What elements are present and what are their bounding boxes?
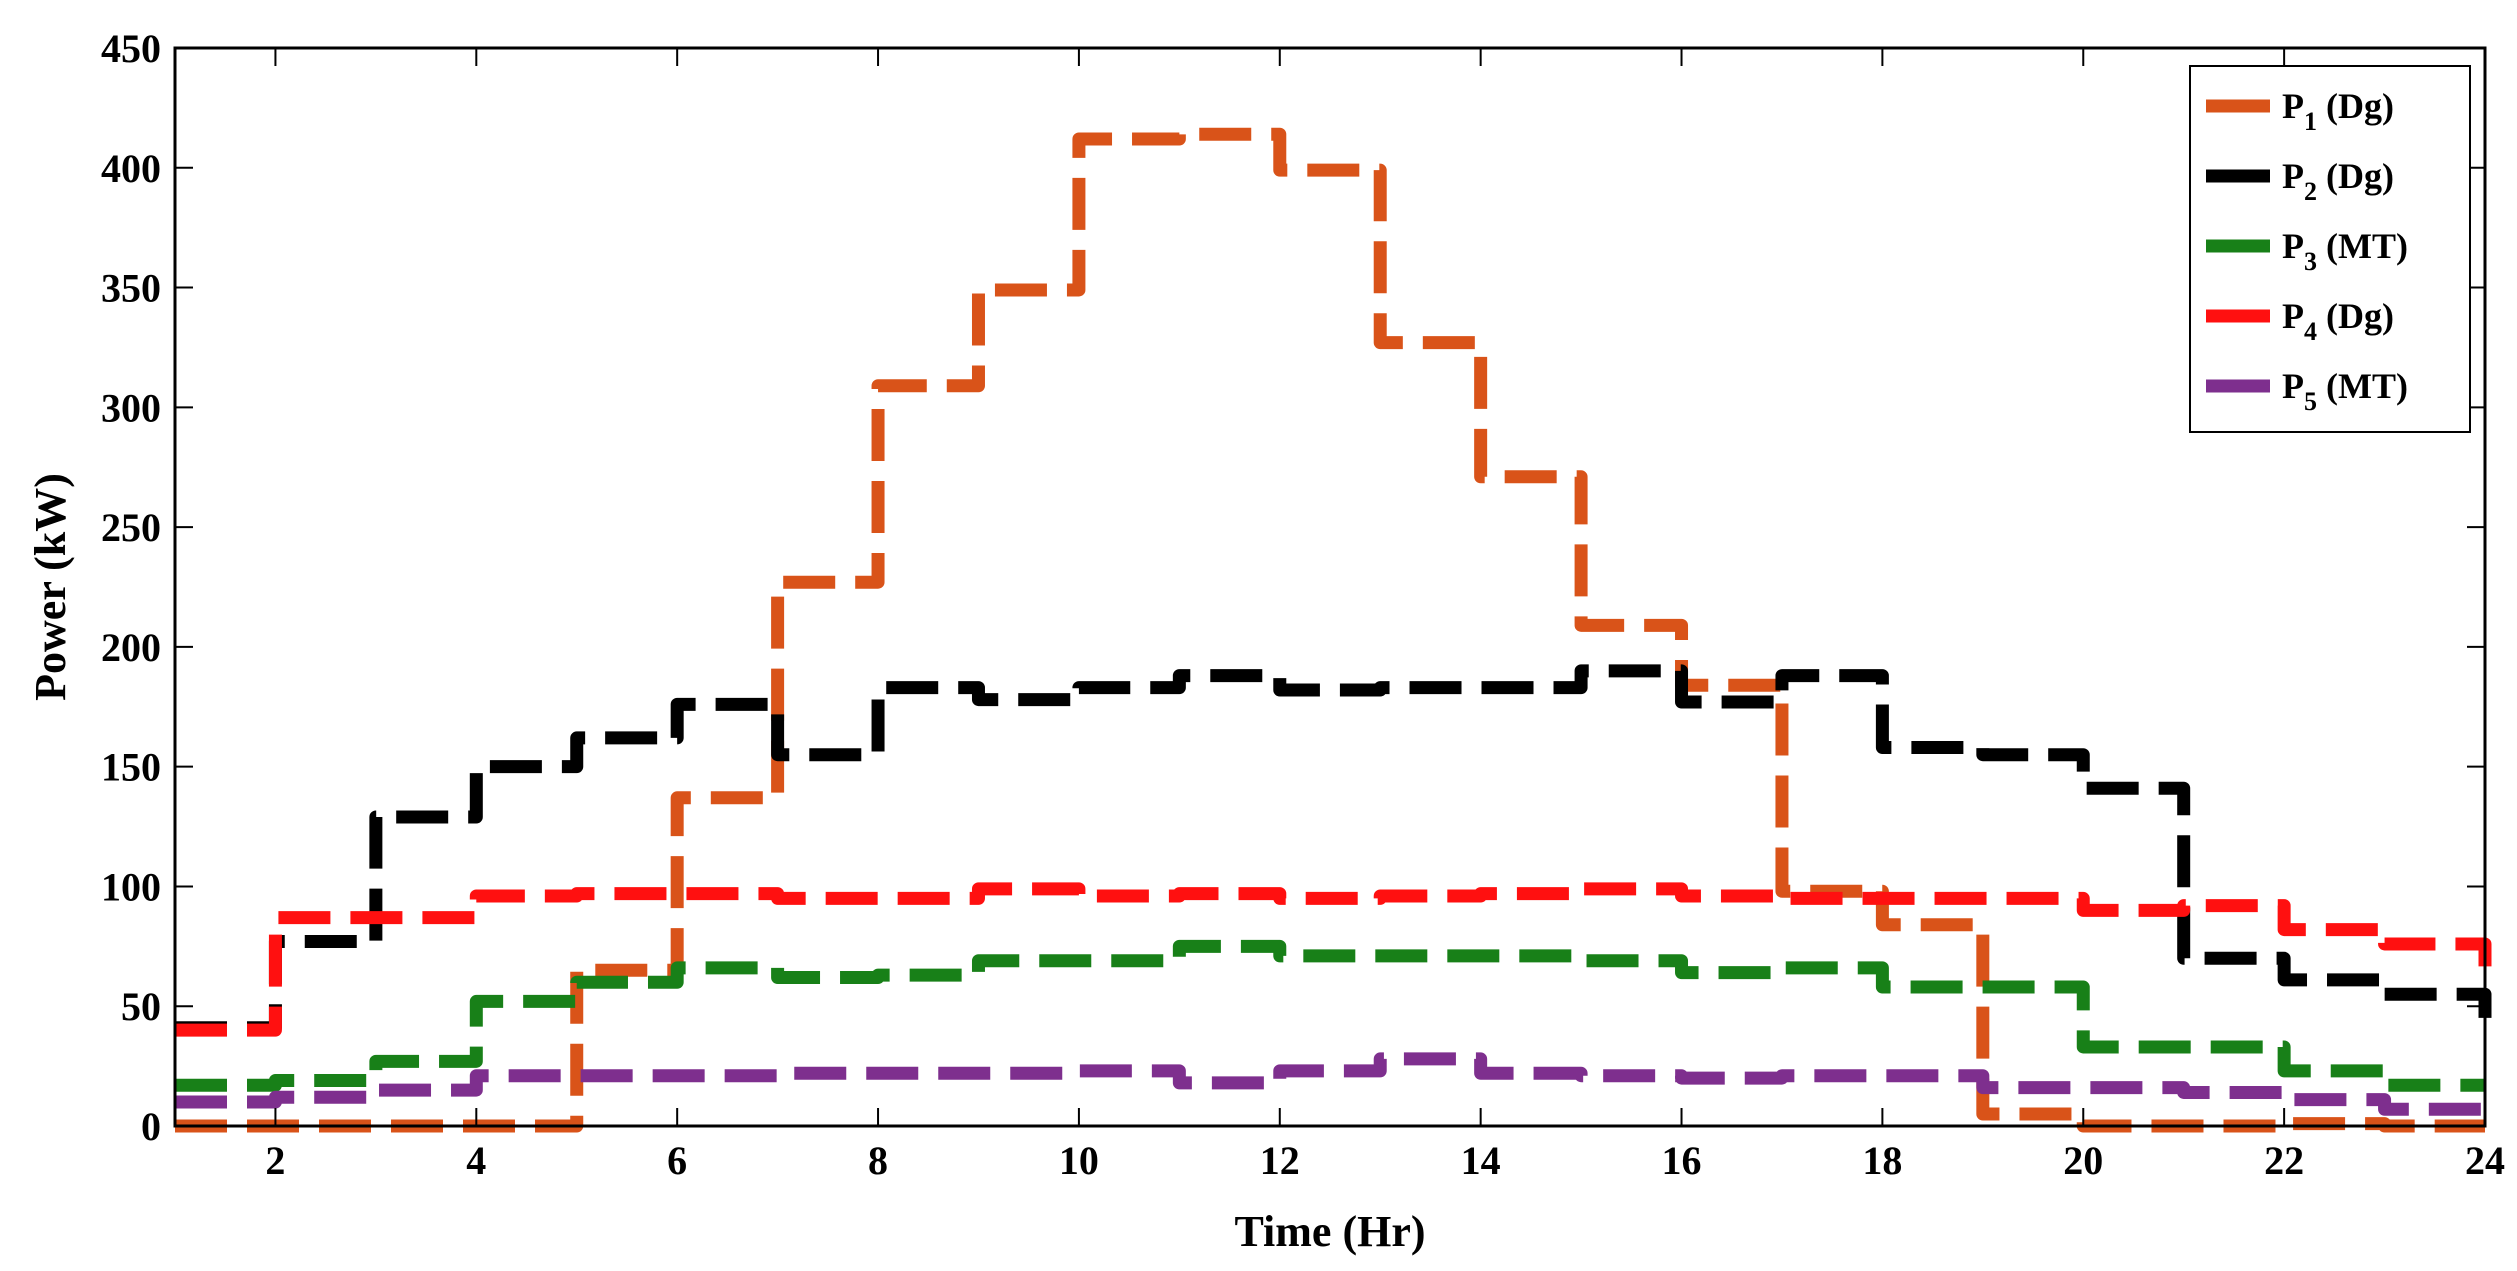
x-tick-label: 8	[868, 1138, 888, 1183]
x-tick-label: 22	[2264, 1138, 2304, 1183]
x-axis-title: Time (Hr)	[1234, 1207, 1425, 1256]
ticks-layer: 2 4 6 8 10 12 14 16 18 20 22 2405010015020025030035…	[101, 26, 2505, 1183]
y-tick-label: 200	[101, 625, 161, 670]
x-tick-label: 12	[1260, 1138, 1300, 1183]
x-tick-label: 2	[265, 1138, 285, 1183]
y-tick-label: 150	[101, 745, 161, 790]
legend-items: P1 (Dg) P2 (Dg) P3 (MT) P4 (Dg) P5 (MT)	[2206, 86, 2408, 416]
series-layer	[175, 127, 2492, 1133]
legend-label-p3: P3 (MT)	[2282, 226, 2408, 276]
y-tick-label: 400	[101, 146, 161, 191]
series-line-p2	[175, 664, 2492, 1035]
y-tick-label: 250	[101, 505, 161, 550]
legend-label-p2: P2 (Dg)	[2282, 156, 2394, 206]
y-tick-label: 450	[101, 26, 161, 71]
y-tick-label: 0	[141, 1104, 161, 1149]
series-line-p4	[175, 882, 2492, 1037]
x-tick-label: 20	[2063, 1138, 2103, 1183]
series-line-p3	[175, 939, 2485, 1092]
series-line-p1	[175, 127, 2485, 1133]
x-tick-label: 4	[466, 1138, 486, 1183]
series-line-p5	[175, 1052, 2485, 1116]
x-tick-label: 24	[2465, 1138, 2505, 1183]
y-tick-label: 300	[101, 385, 161, 430]
legend-label-p5: P5 (MT)	[2282, 366, 2408, 416]
x-tick-label: 10	[1059, 1138, 1099, 1183]
x-tick-label: 14	[1461, 1138, 1501, 1183]
x-tick-label: 18	[1862, 1138, 1902, 1183]
y-tick-label: 50	[121, 984, 161, 1029]
legend-label-p1: P1 (Dg)	[2282, 86, 2394, 136]
plot-frame	[173, 46, 2487, 1128]
x-tick-label: 6	[667, 1138, 687, 1183]
y-axis-title: Power (kW)	[26, 473, 75, 701]
legend-label-p4: P4 (Dg)	[2282, 296, 2394, 346]
legend: P1 (Dg) P2 (Dg) P3 (MT) P4 (Dg) P5 (MT)	[2189, 65, 2471, 433]
x-tick-label: 16	[1662, 1138, 1702, 1183]
y-tick-label: 100	[101, 864, 161, 909]
y-tick-label: 350	[101, 266, 161, 311]
